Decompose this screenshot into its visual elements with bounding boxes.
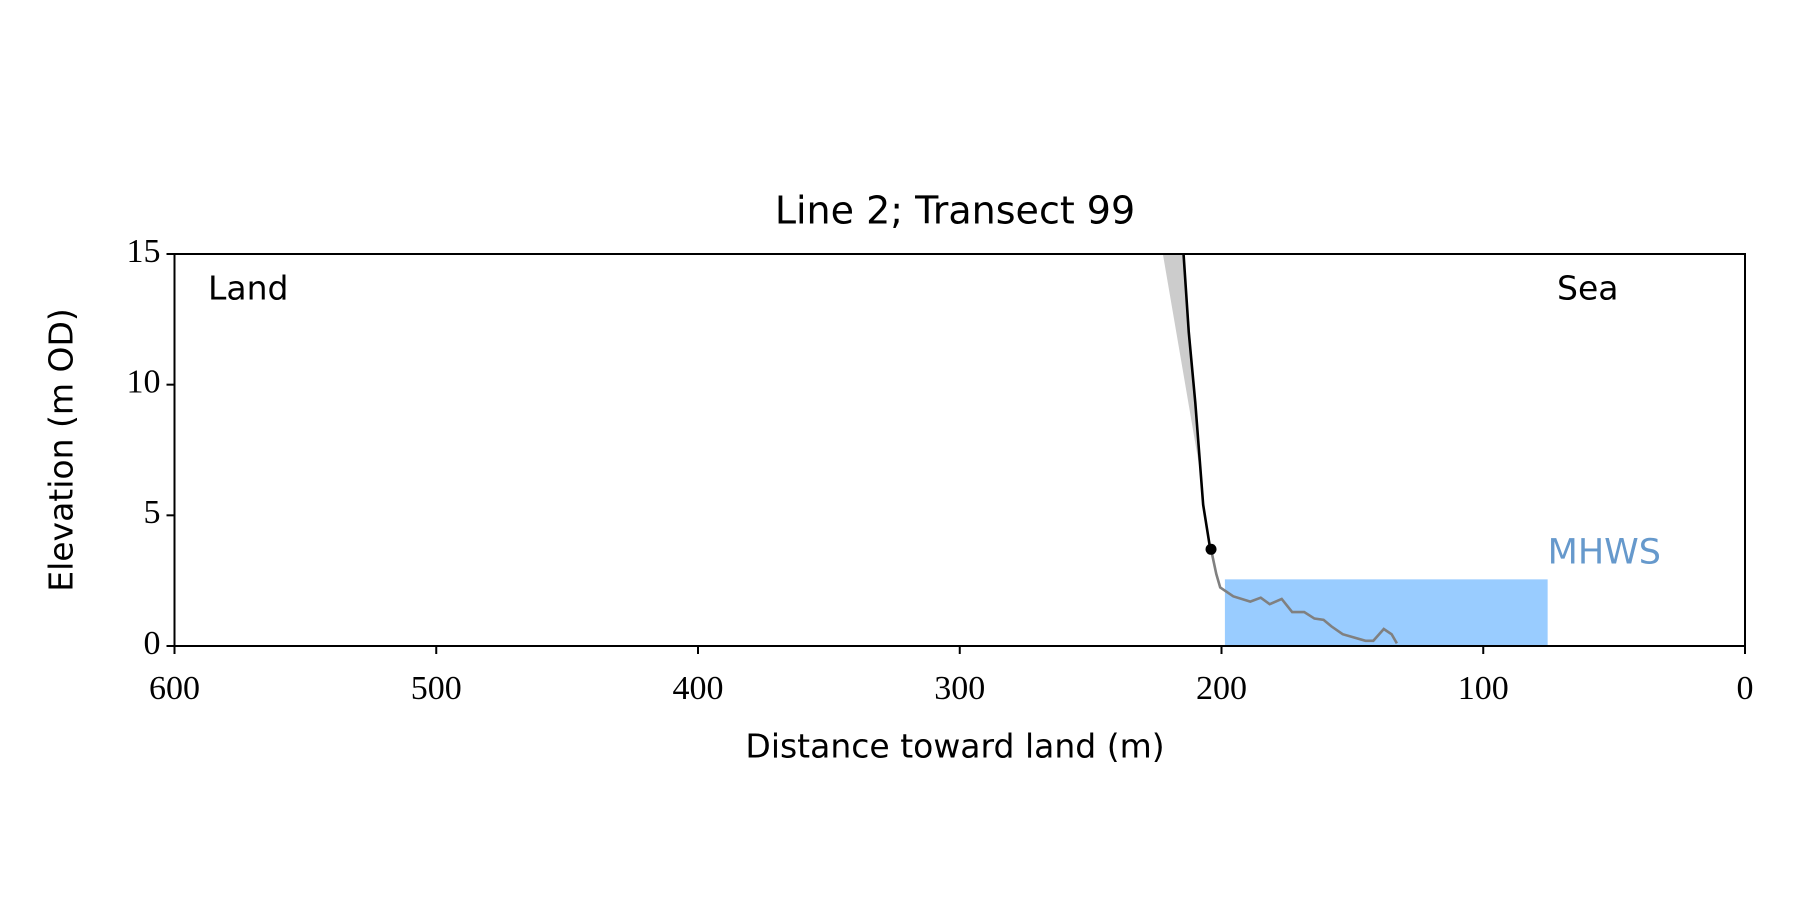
x-tick-label: 0	[1737, 670, 1754, 707]
x-tick-label: 600	[149, 670, 200, 707]
sea-label: Sea	[1557, 269, 1618, 308]
x-tick-label: 200	[1196, 670, 1247, 707]
x-tick-label: 300	[934, 670, 985, 707]
x-tick-label: 500	[411, 670, 462, 707]
x-axis-label: Distance toward land (m)	[745, 727, 1164, 766]
y-tick-label: 10	[127, 363, 161, 400]
mhws-area	[1224, 579, 1548, 646]
y-axis-label: Elevation (m OD)	[42, 308, 81, 592]
land-label: Land	[208, 269, 288, 308]
y-tick-label: 15	[127, 233, 161, 270]
mhws-label: MHWS	[1548, 532, 1661, 572]
y-tick-label: 0	[144, 625, 161, 662]
profile-line	[1182, 253, 1212, 548]
cliff-top-point	[1205, 543, 1217, 555]
x-tick-label: 400	[673, 670, 724, 707]
profile-line	[1209, 549, 1398, 645]
y-tick-label: 5	[144, 494, 161, 531]
chart-title: Line 2; Transect 99	[775, 189, 1135, 233]
uncertainty-band	[1162, 254, 1204, 490]
x-tick-label: 100	[1458, 670, 1509, 707]
